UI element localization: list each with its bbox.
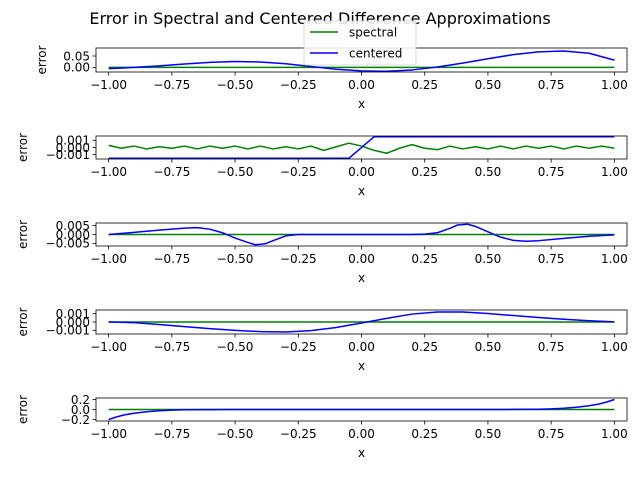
x-tick-label: −0.50 bbox=[217, 252, 254, 266]
x-tick-label: 1.00 bbox=[601, 427, 628, 441]
y-axis-label: error bbox=[35, 45, 49, 74]
x-tick-label: 0.50 bbox=[475, 340, 502, 354]
x-tick-label: 0.50 bbox=[475, 78, 502, 92]
x-tick-label: −1.00 bbox=[90, 165, 127, 179]
x-tick-label: −1.00 bbox=[90, 427, 127, 441]
x-tick-label: 0.50 bbox=[475, 427, 502, 441]
x-tick-label: 0.00 bbox=[348, 78, 375, 92]
x-tick-label: 1.00 bbox=[601, 252, 628, 266]
series-line-centered bbox=[108, 50, 615, 72]
legend-entry-spectral: spectral bbox=[349, 25, 397, 39]
y-tick-label: −0.005 bbox=[46, 237, 90, 251]
legend: spectral centered bbox=[303, 20, 417, 66]
x-tick-label: −0.50 bbox=[217, 340, 254, 354]
y-tick-label: 0.001 bbox=[56, 134, 90, 148]
legend-entry-centered: centered bbox=[349, 46, 402, 60]
x-tick-label: −0.25 bbox=[280, 427, 317, 441]
y-axis-label: error bbox=[16, 220, 30, 249]
x-tick-label: 0.75 bbox=[538, 165, 565, 179]
y-tick-label: 0.000 bbox=[56, 141, 90, 155]
x-tick-label: 0.75 bbox=[538, 427, 565, 441]
x-tick-label: 0.25 bbox=[411, 427, 438, 441]
subplot-5: −1.00 −0.75 −0.50 −0.25 0.00 0.25 0.50 0.75 1.00… bbox=[16, 393, 628, 460]
series-line-centered bbox=[108, 398, 615, 421]
x-tick-label: −0.25 bbox=[280, 165, 317, 179]
x-tick-label: 0.00 bbox=[348, 427, 375, 441]
x-tick-label: 1.00 bbox=[601, 165, 628, 179]
y-tick-label: 0.05 bbox=[63, 49, 90, 63]
y-tick-label: 0.000 bbox=[56, 228, 90, 242]
x-tick-label: −0.75 bbox=[153, 78, 190, 92]
x-tick-label: 0.00 bbox=[348, 252, 375, 266]
subplot-3: −1.00 −0.75 −0.50 −0.25 0.00 0.25 0.50 0.75 1.00… bbox=[16, 219, 628, 285]
series-line-spectral bbox=[108, 142, 615, 154]
x-tick-label: −0.25 bbox=[280, 340, 317, 354]
x-tick-label: −0.25 bbox=[280, 78, 317, 92]
x-tick-label: 0.25 bbox=[411, 340, 438, 354]
x-tick-label: −1.00 bbox=[90, 340, 127, 354]
x-axis-label: x bbox=[358, 446, 365, 460]
y-tick-label: 0.000 bbox=[56, 315, 90, 329]
subplot-1: −1.00 −0.75 −0.50 −0.25 0.00 0.25 0.50 0.75 1.00… bbox=[35, 45, 628, 111]
series-line-centered bbox=[108, 311, 615, 333]
x-axis-label: x bbox=[358, 184, 365, 198]
y-axis-label: error bbox=[16, 307, 30, 336]
y-tick-label: 0.2 bbox=[71, 393, 90, 407]
x-tick-label: 1.00 bbox=[601, 340, 628, 354]
subplot-2: −1.00 −0.75 −0.50 −0.25 0.00 0.25 0.50 0.75 1.00… bbox=[16, 133, 628, 198]
y-axis-label: error bbox=[16, 395, 30, 424]
x-axis-label: x bbox=[358, 359, 365, 373]
y-axis-label: error bbox=[16, 133, 30, 162]
y-tick-label: −0.001 bbox=[46, 324, 90, 338]
x-axis-label: x bbox=[358, 271, 365, 285]
x-tick-label: −1.00 bbox=[90, 78, 127, 92]
x-tick-label: −0.75 bbox=[153, 252, 190, 266]
x-tick-label: −0.50 bbox=[217, 427, 254, 441]
y-tick-label: −0.2 bbox=[61, 413, 90, 427]
y-tick-label: 0.001 bbox=[56, 307, 90, 321]
x-tick-label: −0.75 bbox=[153, 165, 190, 179]
series-line-centered bbox=[108, 136, 615, 159]
x-tick-label: −0.50 bbox=[217, 78, 254, 92]
x-tick-label: −1.00 bbox=[90, 252, 127, 266]
x-tick-label: 0.25 bbox=[411, 78, 438, 92]
x-tick-label: 0.50 bbox=[475, 252, 502, 266]
y-tick-label: −0.001 bbox=[46, 148, 90, 162]
x-tick-label: 0.75 bbox=[538, 340, 565, 354]
x-tick-label: 0.50 bbox=[475, 165, 502, 179]
x-tick-label: 0.00 bbox=[348, 340, 375, 354]
y-tick-label: 0.0 bbox=[71, 403, 90, 417]
x-tick-label: 0.25 bbox=[411, 252, 438, 266]
x-tick-label: 0.75 bbox=[538, 78, 565, 92]
series-line-centered bbox=[108, 223, 615, 246]
y-tick-label: 0.005 bbox=[56, 219, 90, 233]
x-tick-label: −0.75 bbox=[153, 427, 190, 441]
chart-title: Error in Spectral and Centered Differenc… bbox=[89, 9, 550, 28]
x-tick-label: −0.50 bbox=[217, 165, 254, 179]
subplot-4: −1.00 −0.75 −0.50 −0.25 0.00 0.25 0.50 0.75 1.00… bbox=[16, 307, 628, 373]
x-tick-label: 0.25 bbox=[411, 165, 438, 179]
x-tick-label: 0.00 bbox=[348, 165, 375, 179]
x-axis-label: x bbox=[358, 97, 365, 111]
x-tick-label: 1.00 bbox=[601, 78, 628, 92]
subplot-stack: −1.00 −0.75 −0.50 −0.25 0.00 0.25 0.50 0.75 1.00… bbox=[16, 45, 628, 460]
x-tick-label: 0.75 bbox=[538, 252, 565, 266]
x-tick-label: −0.25 bbox=[280, 252, 317, 266]
y-tick-label: 0.00 bbox=[63, 61, 90, 75]
x-tick-label: −0.75 bbox=[153, 340, 190, 354]
